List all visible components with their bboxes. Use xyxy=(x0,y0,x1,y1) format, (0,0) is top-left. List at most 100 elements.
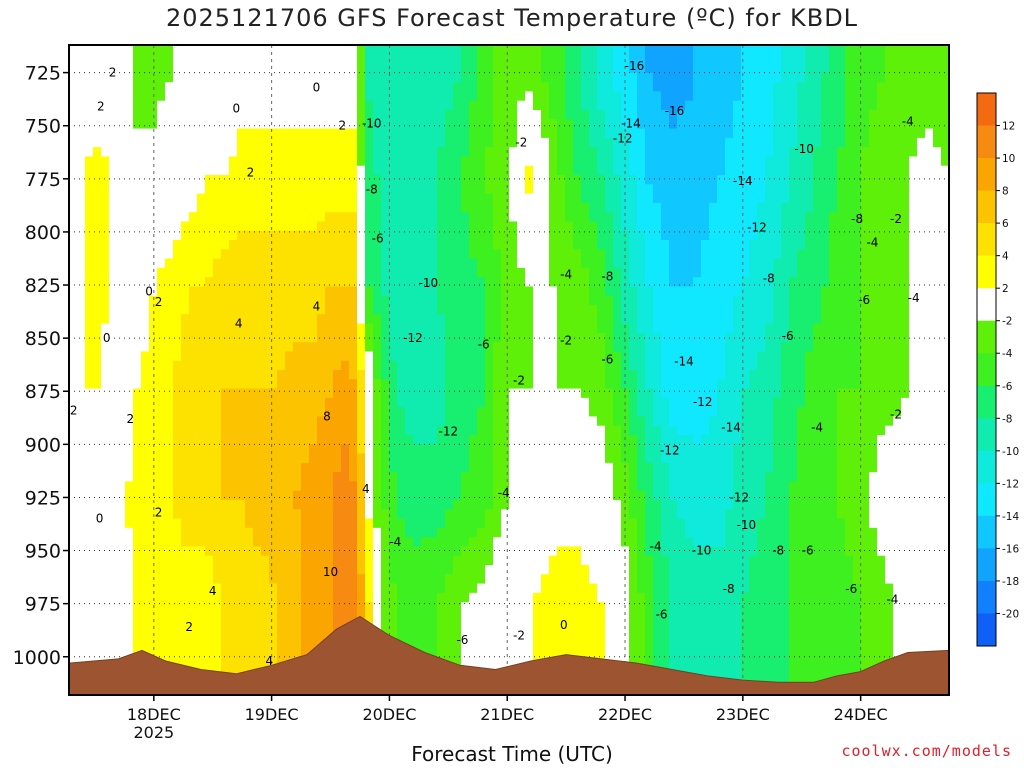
temperature-cell xyxy=(517,351,526,362)
temperature-cell xyxy=(373,407,382,418)
temperature-cell xyxy=(333,147,342,158)
temperature-cell xyxy=(557,110,566,120)
temperature-cell xyxy=(517,82,526,93)
temperature-cell xyxy=(309,165,318,176)
temperature-cell xyxy=(509,583,518,594)
temperature-cell xyxy=(533,63,542,74)
temperature-cell xyxy=(605,240,614,250)
temperature-cell xyxy=(293,500,302,510)
temperature-cell xyxy=(437,110,446,120)
temperature-cell xyxy=(605,202,614,213)
temperature-cell xyxy=(533,119,542,130)
temperature-cell xyxy=(237,54,246,65)
temperature-cell xyxy=(197,165,206,176)
temperature-cell xyxy=(109,332,118,343)
temperature-cell xyxy=(165,202,174,213)
temperature-cell xyxy=(485,137,494,148)
temperature-cell xyxy=(157,119,166,130)
temperature-cell xyxy=(453,351,462,362)
temperature-cell xyxy=(141,100,150,111)
temperature-cell xyxy=(413,305,422,315)
temperature-cell xyxy=(437,128,446,139)
temperature-cell xyxy=(85,193,94,204)
temperature-cell xyxy=(293,351,302,362)
temperature-cell xyxy=(461,202,470,213)
temperature-cell xyxy=(221,110,230,120)
temperature-cell xyxy=(605,305,614,315)
temperature-cell xyxy=(309,119,318,130)
temperature-cell xyxy=(397,583,406,594)
temperature-cell xyxy=(133,72,142,83)
temperature-cell xyxy=(357,602,366,613)
temperature-cell xyxy=(589,397,598,408)
temperature-cell xyxy=(573,193,582,204)
temperature-cell xyxy=(429,583,438,594)
temperature-cell xyxy=(509,527,518,538)
temperature-cell xyxy=(629,193,638,204)
temperature-cell xyxy=(189,212,198,223)
temperature-cell xyxy=(541,527,550,538)
temperature-cell xyxy=(317,128,326,139)
temperature-cell xyxy=(109,648,118,659)
temperature-cell xyxy=(533,620,542,631)
temperature-cell xyxy=(445,583,454,594)
temperature-cell xyxy=(533,425,542,436)
temperature-cell xyxy=(165,648,174,659)
temperature-cell xyxy=(453,472,462,483)
temperature-cell xyxy=(85,435,94,445)
temperature-cell xyxy=(525,397,534,408)
temperature-cell xyxy=(357,202,366,213)
temperature-cell xyxy=(541,360,550,371)
temperature-cell xyxy=(453,91,462,102)
temperature-cell xyxy=(101,592,110,603)
temperature-cell xyxy=(317,379,326,390)
temperature-cell xyxy=(413,379,422,390)
temperature-cell xyxy=(637,137,646,148)
temperature-cell xyxy=(285,444,294,455)
temperature-cell xyxy=(341,165,350,176)
temperature-cell xyxy=(269,490,278,501)
temperature-cell xyxy=(261,193,270,204)
temperature-cell xyxy=(549,175,558,185)
temperature-cell xyxy=(69,500,78,510)
temperature-cell xyxy=(493,397,502,408)
temperature-cell xyxy=(229,481,238,492)
temperature-cell xyxy=(605,156,614,167)
temperature-cell xyxy=(461,332,470,343)
temperature-cell xyxy=(357,546,366,557)
temperature-cell xyxy=(269,165,278,176)
temperature-cell xyxy=(501,100,510,111)
temperature-cell xyxy=(309,500,318,510)
temperature-cell xyxy=(261,249,270,260)
temperature-cell xyxy=(613,91,622,102)
temperature-cell xyxy=(429,342,438,353)
temperature-cell xyxy=(573,110,582,120)
temperature-cell xyxy=(421,72,430,83)
temperature-cell xyxy=(93,620,102,631)
temperature-cell xyxy=(613,147,622,158)
temperature-cell xyxy=(373,258,382,269)
temperature-cell xyxy=(101,453,110,464)
temperature-cell xyxy=(381,360,390,371)
temperature-cell xyxy=(133,184,142,195)
temperature-cell xyxy=(301,351,310,362)
temperature-cell xyxy=(509,82,518,93)
temperature-cell xyxy=(101,332,110,343)
temperature-cell xyxy=(437,620,446,631)
temperature-cell xyxy=(285,100,294,111)
temperature-cell xyxy=(309,565,318,575)
temperature-cell xyxy=(445,221,454,232)
temperature-cell xyxy=(637,91,646,102)
temperature-cell xyxy=(501,221,510,232)
temperature-cell xyxy=(149,425,158,436)
temperature-cell xyxy=(461,72,470,83)
temperature-cell xyxy=(197,360,206,371)
temperature-cell xyxy=(325,453,334,464)
temperature-cell xyxy=(589,212,598,223)
temperature-cell xyxy=(381,592,390,603)
temperature-cell xyxy=(357,472,366,483)
temperature-cell xyxy=(357,518,366,529)
temperature-cell xyxy=(485,574,494,585)
temperature-cell xyxy=(69,91,78,102)
temperature-cell xyxy=(581,175,590,185)
